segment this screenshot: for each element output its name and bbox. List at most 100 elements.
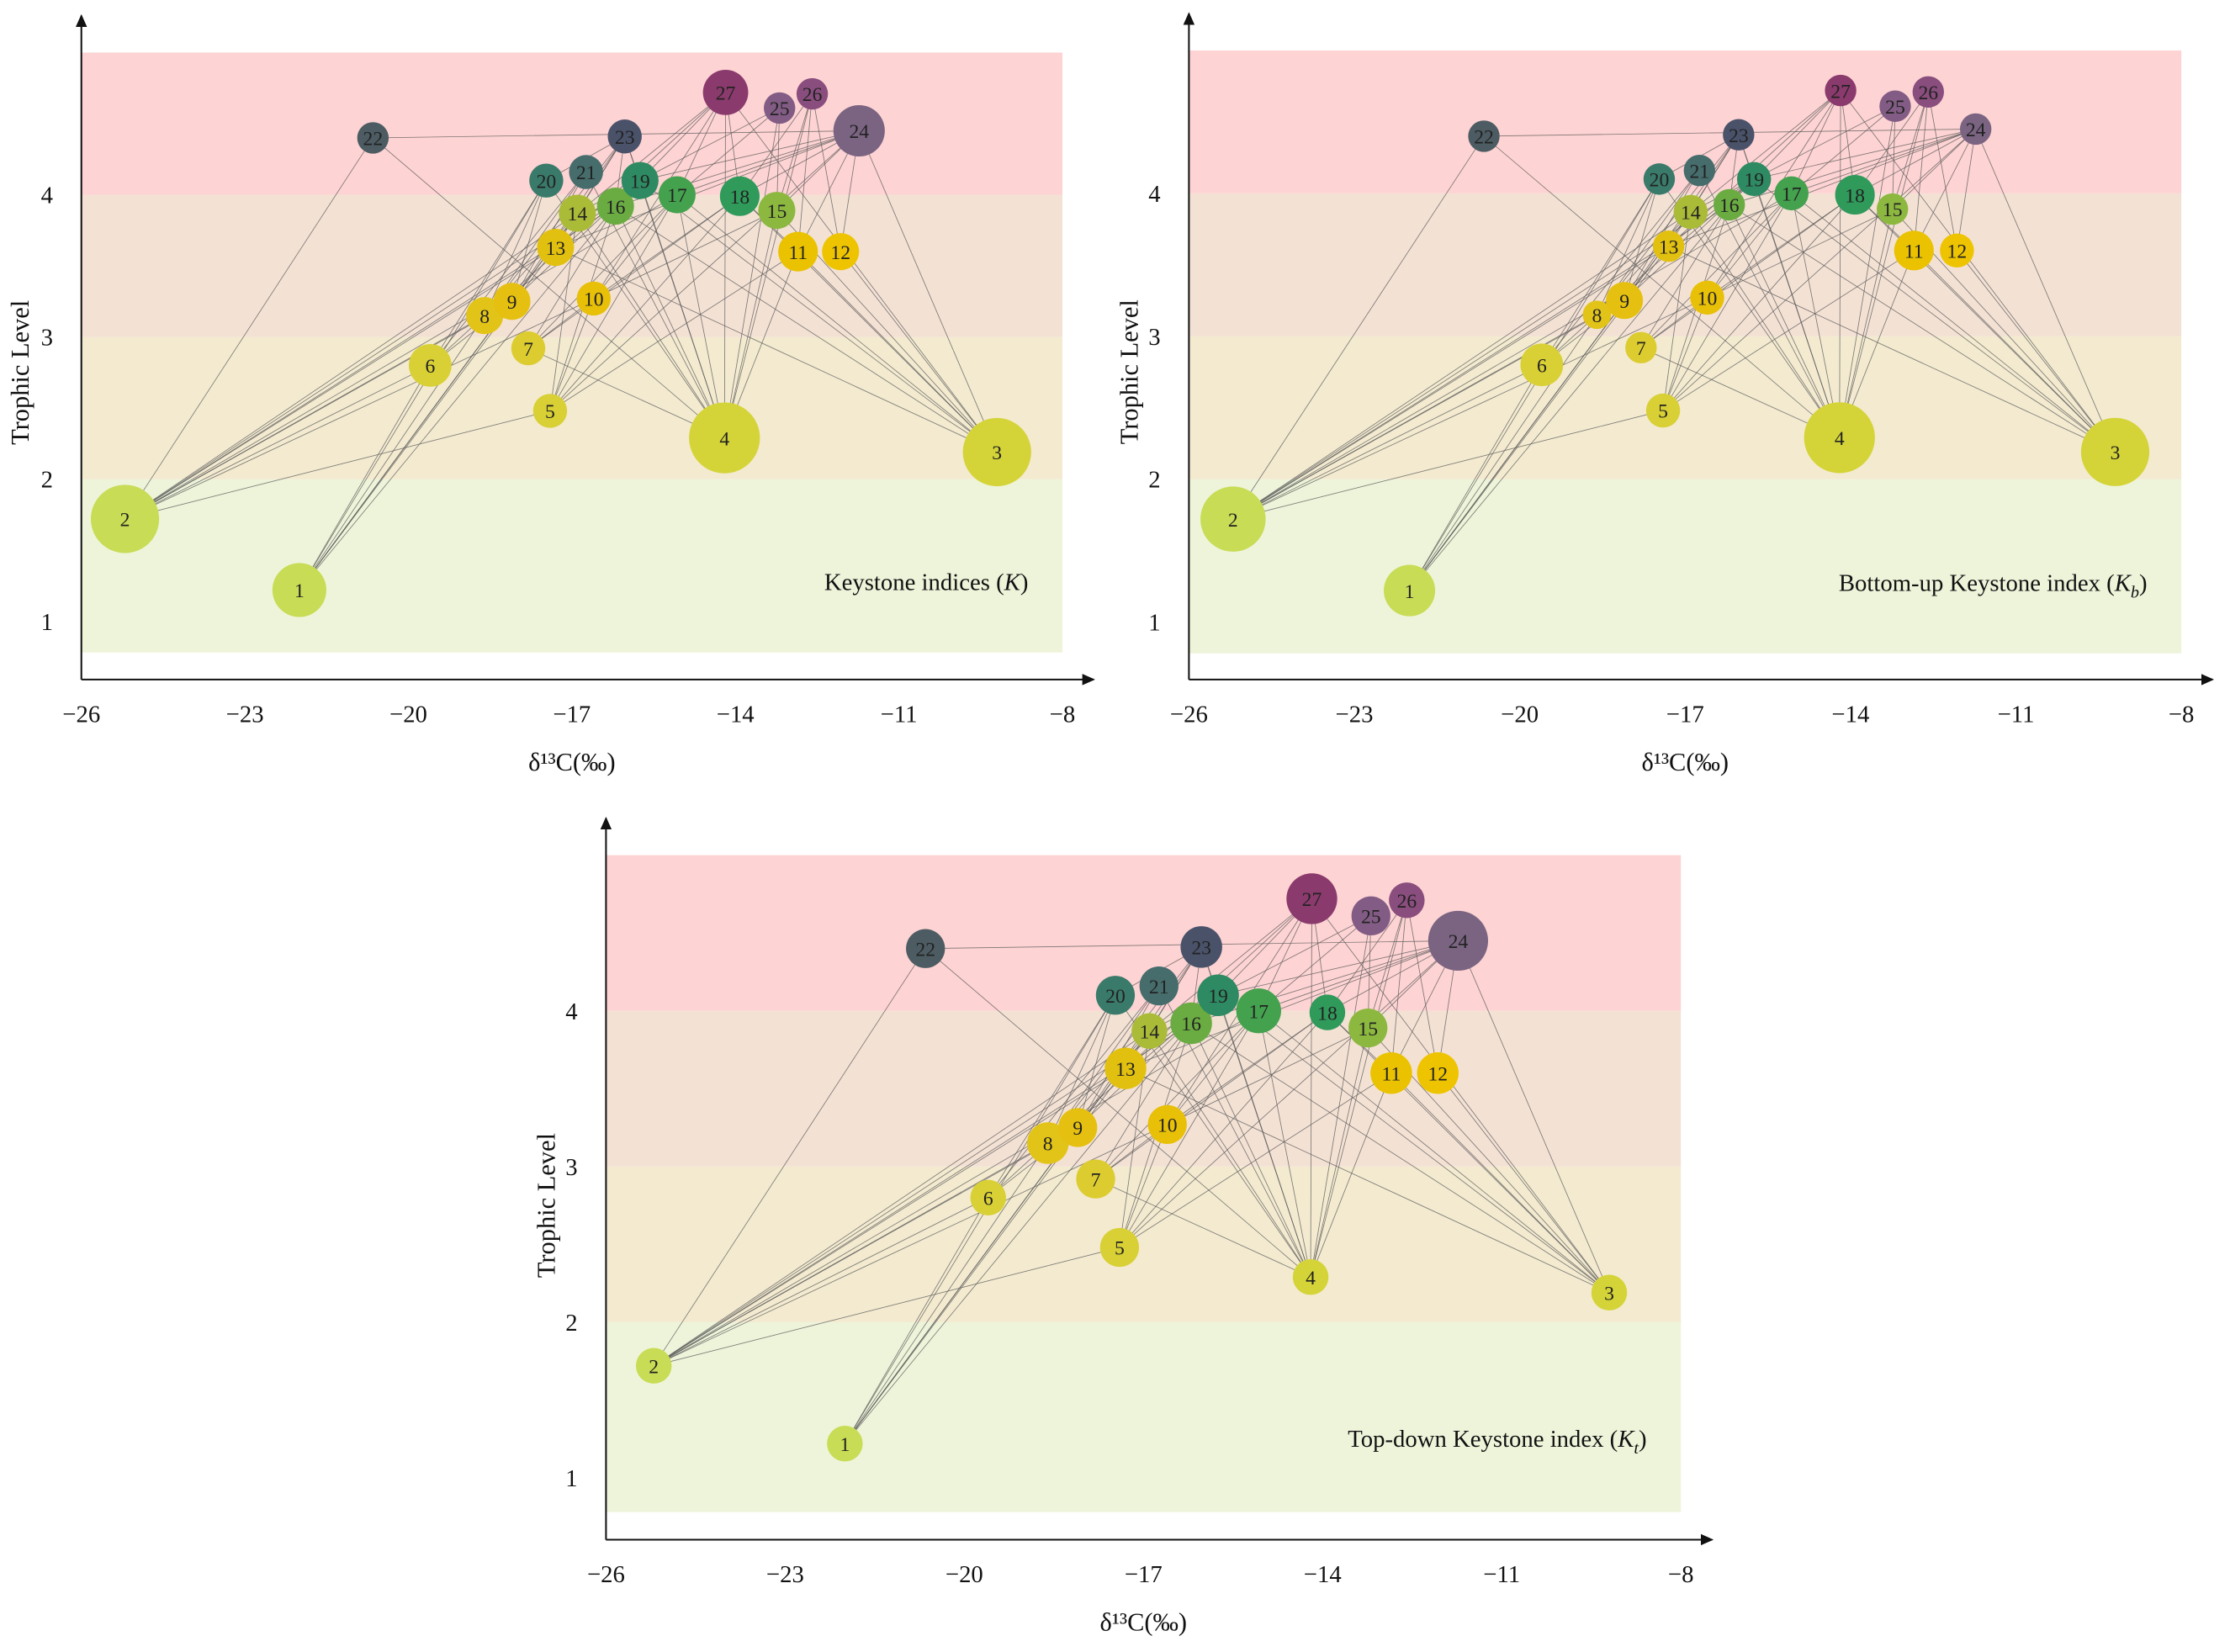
node-circle	[1940, 233, 1974, 268]
node-circle	[1286, 873, 1337, 924]
node-label: 25	[770, 98, 790, 120]
edge-5-11	[1119, 1072, 1392, 1248]
node-12: 12	[822, 233, 860, 271]
node-circle	[596, 188, 634, 225]
edge-3-12	[840, 251, 998, 453]
edge-17-24	[1258, 940, 1459, 1012]
node-label: 6	[1537, 355, 1547, 377]
edge-3-18	[739, 195, 998, 453]
node-label: 16	[1181, 1014, 1201, 1035]
edge-2-13	[124, 246, 556, 520]
node-1: 1	[1383, 564, 1436, 617]
node-8: 8	[466, 297, 504, 335]
node-label: 7	[1091, 1169, 1101, 1191]
edge-4-16	[1190, 1023, 1311, 1278]
node-1: 1	[827, 1426, 863, 1462]
edge-4-22	[373, 137, 725, 438]
edge-2-10	[124, 298, 594, 520]
node-circle	[1389, 882, 1425, 919]
node-circle	[1683, 154, 1716, 187]
node-circle	[689, 402, 760, 474]
edge-4-7	[1640, 347, 1840, 438]
node-label: 1	[840, 1434, 850, 1456]
node-24: 24	[1959, 113, 1992, 146]
x-axis-label: δ¹³C(‰)	[1100, 1608, 1187, 1637]
node-24: 24	[833, 104, 885, 157]
edge-9-20	[1077, 995, 1116, 1128]
x-tick-label: −20	[945, 1561, 983, 1588]
edge-2-5	[654, 1247, 1120, 1367]
node-11: 11	[1894, 230, 1934, 271]
node-label: 26	[802, 84, 823, 106]
node-label: 23	[1191, 938, 1211, 960]
node-circle	[1774, 176, 1809, 211]
edge-18-24	[1854, 129, 1976, 195]
edge-3-24	[1458, 940, 1610, 1293]
node-label: 5	[1115, 1238, 1125, 1260]
x-tick-label: −11	[1998, 702, 2035, 728]
node-2: 2	[90, 484, 160, 553]
edge-17-25	[676, 108, 780, 195]
node-18: 18	[719, 176, 760, 216]
node-circle	[833, 104, 885, 157]
edge-14-27	[577, 92, 726, 214]
edge-15-24	[1892, 129, 1976, 209]
edge-4-11	[1310, 1072, 1392, 1278]
edge-3-24	[858, 130, 998, 453]
node-1: 1	[272, 563, 326, 617]
x-tick-label: −20	[1501, 702, 1539, 728]
edge-10-15	[1167, 1027, 1369, 1125]
node-circle	[1417, 1052, 1459, 1094]
edge-19-24	[1217, 940, 1459, 996]
node-label: 10	[1698, 289, 1718, 310]
node-23: 23	[1180, 926, 1222, 968]
node-circle	[1292, 1258, 1329, 1295]
node-label: 2	[120, 510, 130, 532]
node-9: 9	[493, 283, 531, 320]
edge-2-13	[1232, 246, 1669, 520]
node-label: 21	[576, 162, 596, 184]
edge-2-6	[124, 365, 431, 520]
edge-1-6	[299, 365, 431, 590]
node-16: 16	[596, 188, 634, 225]
node-label: 9	[1619, 291, 1629, 313]
node-label: 15	[1358, 1019, 1378, 1040]
node-6: 6	[970, 1179, 1006, 1216]
edge-4-25	[1310, 915, 1372, 1278]
edge-13-24	[555, 130, 860, 248]
node-circle	[1714, 188, 1745, 221]
node-5: 5	[532, 394, 568, 428]
y-tick-label: 1	[41, 609, 53, 636]
panel-title-end: )	[2139, 569, 2148, 596]
node-14: 14	[559, 194, 596, 232]
node-circle	[1835, 175, 1875, 215]
node-circle	[796, 77, 829, 110]
edge-10-15	[1707, 209, 1893, 299]
node-circle	[1804, 402, 1875, 474]
edge-2-13	[653, 1067, 1126, 1367]
node-circle	[1058, 1108, 1098, 1147]
edge-2-14	[1232, 211, 1692, 520]
node-label: 9	[1073, 1118, 1083, 1140]
edge-5-24	[549, 130, 860, 411]
edge-18-26	[739, 93, 813, 197]
node-circle	[1309, 994, 1346, 1030]
edge-17-27	[1791, 90, 1841, 194]
node-13: 13	[537, 229, 575, 267]
node-label: 5	[1658, 401, 1668, 423]
node-25: 25	[764, 92, 796, 124]
node-circle	[1099, 1227, 1140, 1268]
edge-17-25	[1258, 915, 1372, 1012]
edge-2-16	[653, 1023, 1192, 1367]
panel-title-end: )	[1639, 1426, 1647, 1453]
edge-2-22	[1232, 135, 1485, 520]
node-label: 10	[584, 289, 604, 311]
node-3: 3	[962, 417, 1031, 487]
x-axis-label: δ¹³C(‰)	[1642, 748, 1729, 776]
edge-10-18	[1707, 194, 1856, 299]
edge-4-15	[1839, 209, 1894, 438]
node-21: 21	[1139, 966, 1179, 1006]
node-circle	[569, 155, 603, 189]
x-tick-label: −14	[1304, 1561, 1342, 1588]
edge-12-26	[1406, 900, 1438, 1073]
